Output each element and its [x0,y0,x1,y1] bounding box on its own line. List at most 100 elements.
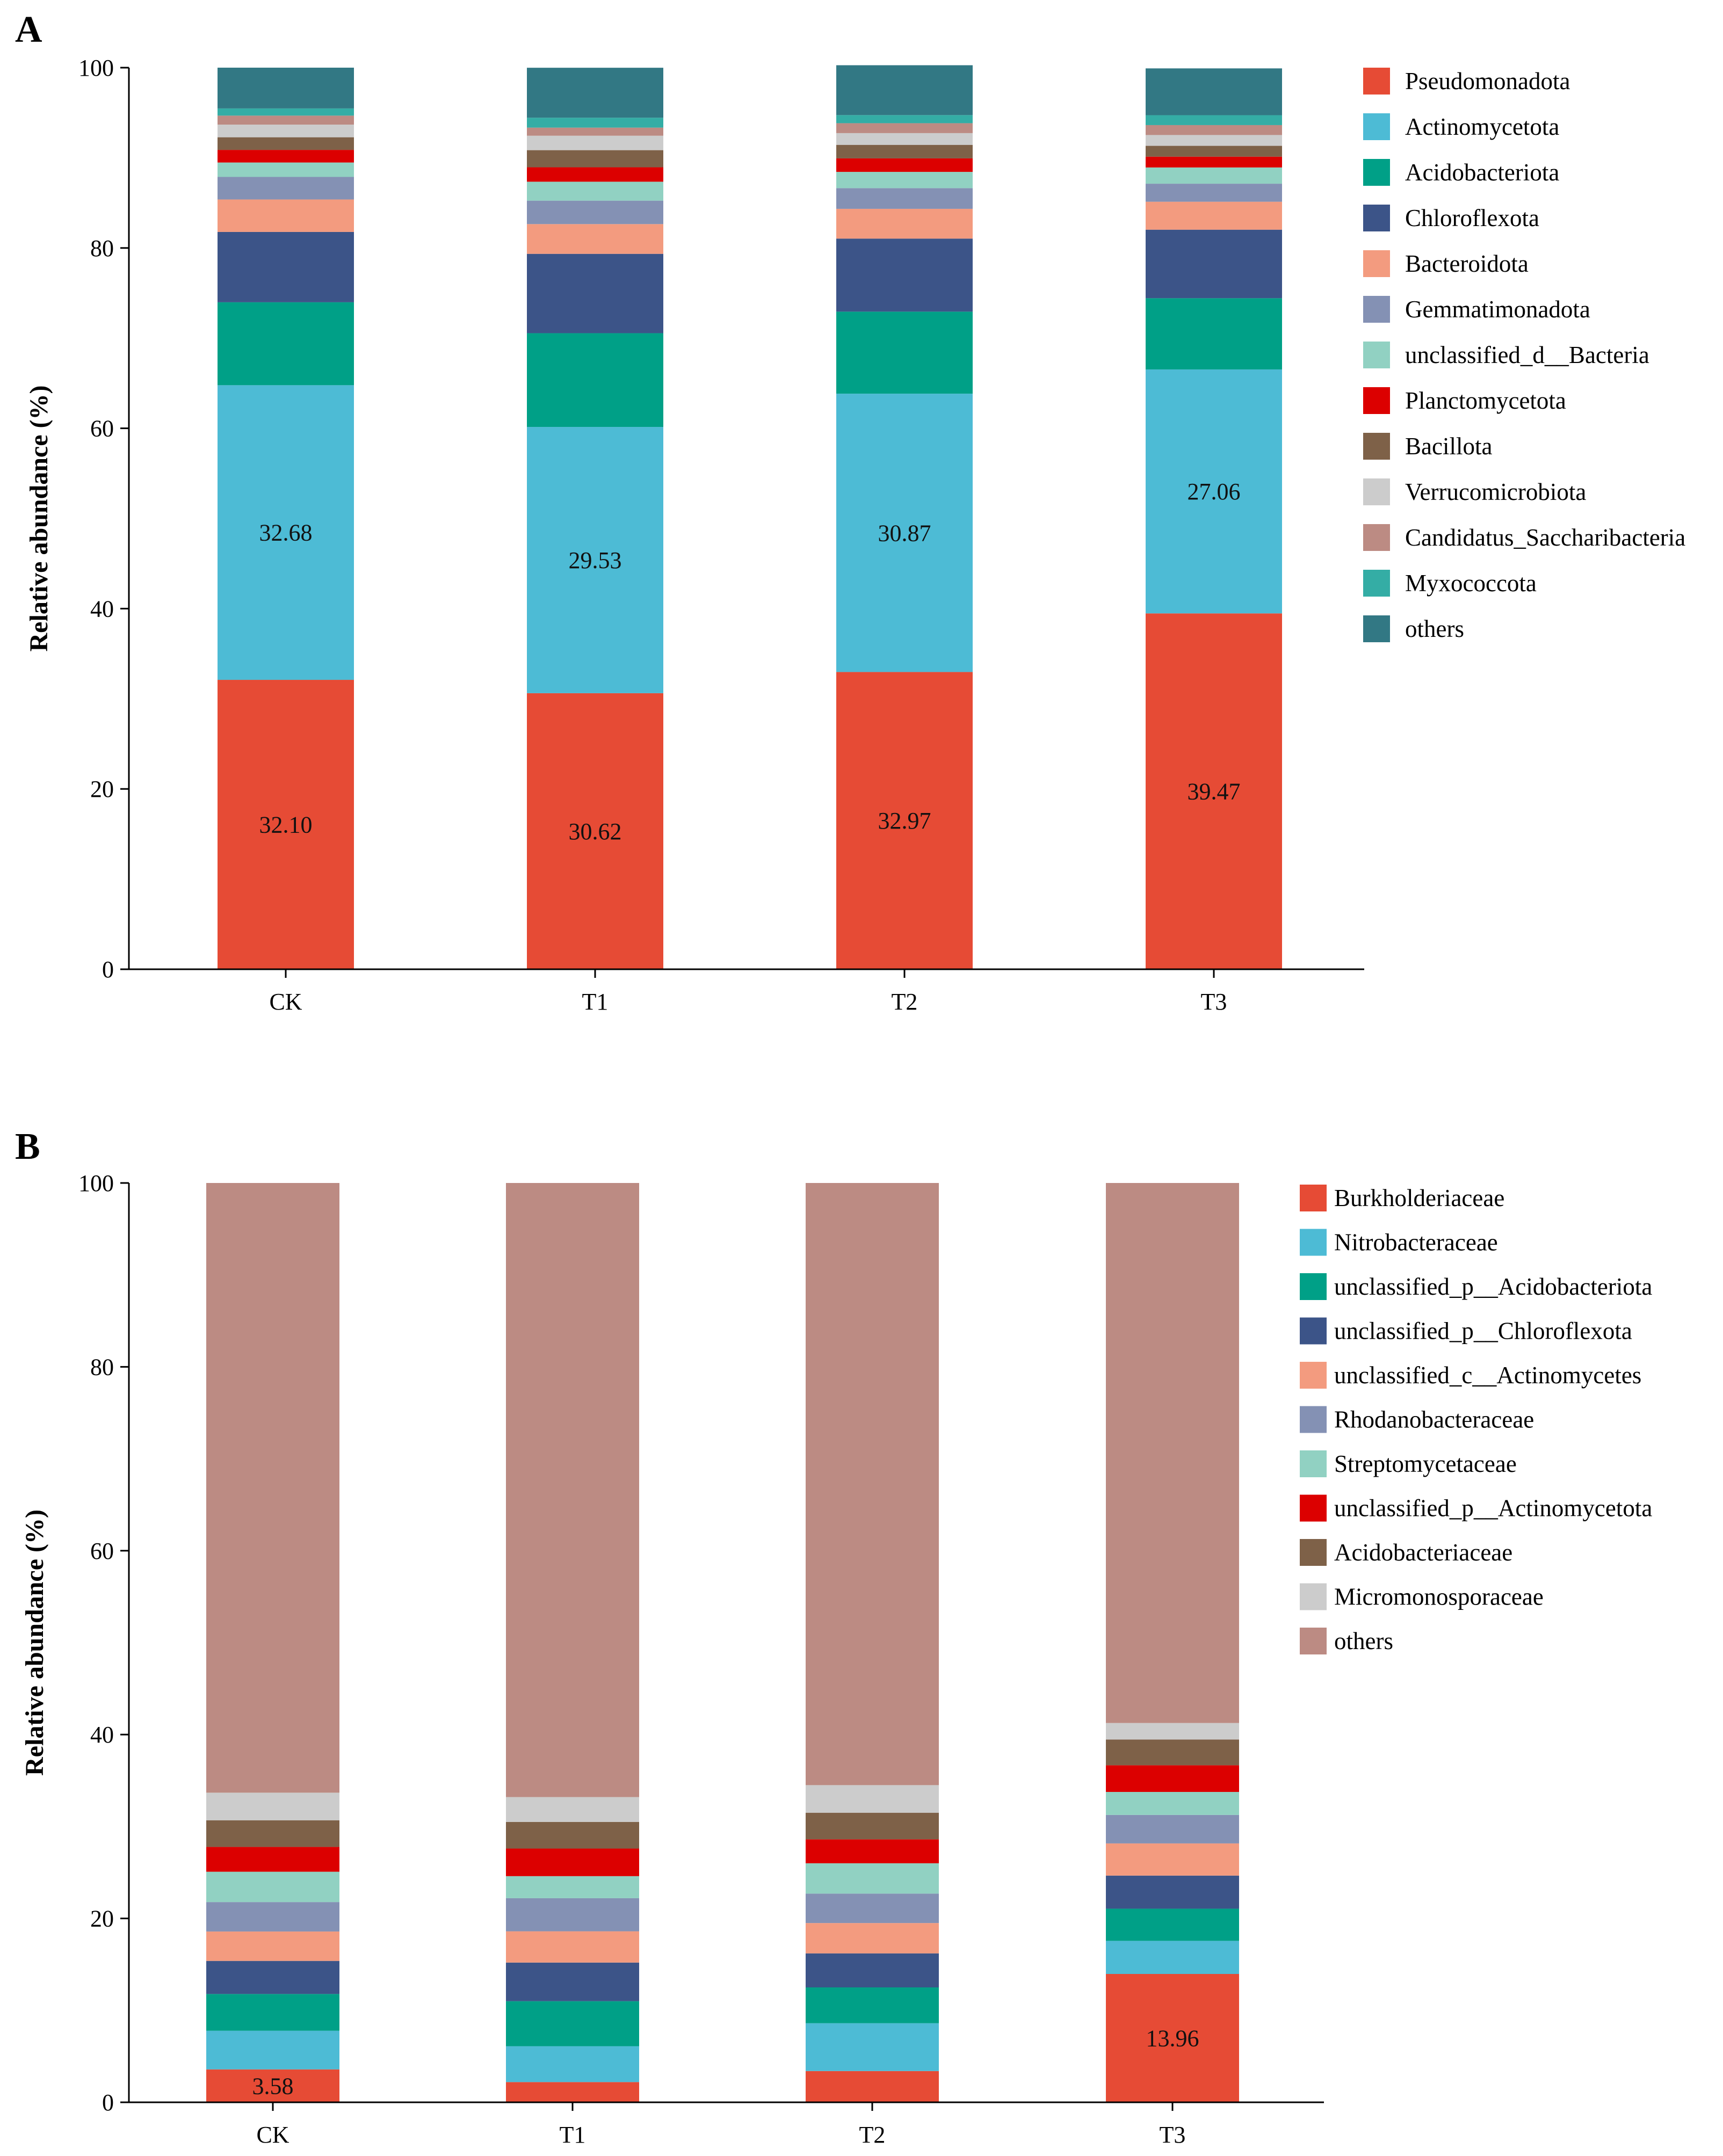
bar-segment-t3-chloroflexota [1146,229,1282,299]
bar-segment-ck-bacteroidota [218,199,354,232]
bar-segment-t2-unclassified-p-actinomycetota [806,1839,939,1863]
y-axis-title: Relative abundance (%) [20,1509,49,1776]
axes-a: 0 20 40 60 80 100 CK T1 T2 T3 Relative abundance (… [25,55,1364,1015]
bar-segment-t3-bacillota [1146,146,1282,157]
bar-segment-ck-others [206,1183,339,1793]
legend-swatch-acidobacteriota [1363,159,1390,186]
bar-segment-ck-rhodanobacteraceae [206,1902,339,1932]
bar-segment-t3-pseudomonadota [1146,613,1282,969]
bar-segment-t3-actinomycetota [1146,369,1282,614]
bar-segment-ck-unclassified-p-actinomycetota [206,1847,339,1872]
legend-label-streptomycetaceae: Streptomycetaceae [1334,1450,1517,1477]
bar-segment-t3-acidobacteriaceae [1106,1739,1239,1766]
bar-segment-t2-burkholderiaceae [806,2071,939,2102]
legend-swatch-unclassified-c-actinomycetes [1300,1362,1327,1389]
y-axis-title: Relative abundance (%) [25,386,53,652]
legend-swatch-rhodanobacteraceae [1300,1406,1327,1433]
bar-segment-ck-unclassified-d-bacteria [218,162,354,177]
legend-swatch-gemmatimonadota [1363,296,1390,323]
bar-segment-t2-rhodanobacteraceae [806,1893,939,1923]
legend-label-acidobacteriota: Acidobacteriota [1405,159,1559,186]
legend-swatch-others [1300,1628,1327,1654]
bar-segment-ck-pseudomonadota [218,680,354,969]
data-label-ck-burkholderiaceae: 3.58 [252,2073,294,2099]
bar-segment-t3-burkholderiaceae [1106,1974,1239,2102]
data-label-t1-actinomycetota: 29.53 [569,547,622,574]
bar-segment-t2-acidobacteriota [836,311,973,394]
bar-segment-ck-acidobacteriota [218,302,354,386]
legend-label-others: others [1334,1628,1393,1654]
bar-segment-ck-chloroflexota [218,231,354,302]
legend-swatch-bacillota [1363,433,1390,460]
legend-label-pseudomonadota: Pseudomonadota [1405,68,1570,95]
bar-segment-t3-bacteroidota [1146,201,1282,230]
bar-segment-t3-rhodanobacteraceae [1106,1814,1239,1843]
bar-segment-t2-candidatus-saccharibacteria [836,123,973,133]
y-tick-label: 80 [90,235,114,262]
bar-segment-t1-unclassified-p-chloroflexota [506,1962,639,2001]
legend-swatch-chloroflexota [1363,205,1390,231]
bar-segment-t1-acidobacteriaceae [506,1821,639,1849]
bar-segment-t3-planctomycetota [1146,156,1282,168]
data-label-t3-pseudomonadota: 39.47 [1188,779,1241,805]
panel-letter-a: A [15,9,42,50]
data-label-t3-actinomycetota: 27.06 [1188,478,1241,505]
x-tick-label-t2: T2 [892,989,918,1015]
y-tick-label: 60 [90,416,114,442]
bar-segment-t3-unclassified-d-bacteria [1146,167,1282,184]
x-tick-label-ck: CK [256,2122,289,2148]
bar-segment-ck-unclassified-p-acidobacteriota [206,1994,339,2031]
y-tick-label: 20 [90,1906,114,1932]
legend-label-unclassified-d-bacteria: unclassified_d__Bacteria [1405,342,1649,368]
panel-letter-b: B [15,1126,40,1167]
bar-segment-t2-verrucomicrobiota [836,133,973,145]
data-label-ck-pseudomonadota: 32.10 [259,812,313,838]
legend-swatch-planctomycetota [1363,387,1390,414]
bar-segment-t1-chloroflexota [527,253,663,333]
legend-label-unclassified-p-chloroflexota: unclassified_p__Chloroflexota [1334,1318,1632,1345]
legend-b: Burkholderiaceae Nitrobacteraceae unclassi… [1300,1185,1652,1654]
bar-segment-t1-acidobacteriota [527,333,663,427]
bar-segment-t2-others [806,1183,939,1785]
bar-segment-t3-others [1146,68,1282,115]
bar-segment-ck-unclassified-c-actinomycetes [206,1931,339,1961]
bar-segment-ck-acidobacteriaceae [206,1820,339,1847]
bar-segment-t2-gemmatimonadota [836,188,973,209]
bar-segment-t1-bacillota [527,150,663,168]
bars-b: 3.58 13.96 [206,1183,1239,2102]
y-tick-label: 0 [102,2089,114,2116]
y-tick-label: 20 [90,776,114,802]
legend-label-unclassified-c-actinomycetes: unclassified_c__Actinomycetes [1334,1362,1641,1389]
bar-segment-ck-planctomycetota [218,150,354,163]
bar-segment-t3-unclassified-p-acidobacteriota [1106,1908,1239,1941]
legend-label-micromonosporaceae: Micromonosporaceae [1334,1584,1544,1610]
bar-segment-ck-verrucomicrobiota [218,125,354,137]
bar-segment-t1-unclassified-c-actinomycetes [506,1931,639,1963]
data-label-t2-actinomycetota: 30.87 [878,520,931,546]
bar-segment-t2-chloroflexota [836,238,973,312]
bar-segment-t1-pseudomonadota [527,693,663,969]
bar-segment-t1-nitrobacteraceae [506,2046,639,2082]
bar-segment-t2-unclassified-p-acidobacteriota [806,1987,939,2023]
bar-segment-t1-bacteroidota [527,224,663,254]
chart-panel-a: A 32.10 32.68 30.62 29.53 32.97 30.87 39.47 27.… [15,9,1685,1015]
legend-label-myxococcota: Myxococcota [1405,570,1537,597]
y-tick-label: 40 [90,596,114,622]
bar-segment-t3-streptomycetaceae [1106,1792,1239,1815]
legend-label-unclassified-p-actinomycetota: unclassified_p__Actinomycetota [1334,1495,1652,1522]
legend-swatch-actinomycetota [1363,113,1390,140]
y-tick-label: 60 [90,1538,114,1564]
bar-segment-t1-unclassified-p-actinomycetota [506,1848,639,1876]
legend-label-bacillota: Bacillota [1405,433,1492,460]
bar-segment-t2-planctomycetota [836,158,973,172]
legend-swatch-unclassified-p-acidobacteriota [1300,1273,1327,1300]
bar-segment-t1-unclassified-d-bacteria [527,182,663,201]
bar-segment-t2-others [836,65,973,115]
bar-segment-t2-unclassified-p-chloroflexota [806,1953,939,1987]
bar-segment-ck-burkholderiaceae [206,2069,339,2102]
bar-segment-t3-gemmatimonadota [1146,184,1282,202]
x-tick-label-t3: T3 [1160,2122,1186,2148]
legend-swatch-candidatus-saccharibacteria [1363,524,1390,551]
bar-segment-t1-streptomycetaceae [506,1876,639,1898]
legend-label-candidatus-saccharibacteria: Candidatus_Saccharibacteria [1405,524,1685,551]
